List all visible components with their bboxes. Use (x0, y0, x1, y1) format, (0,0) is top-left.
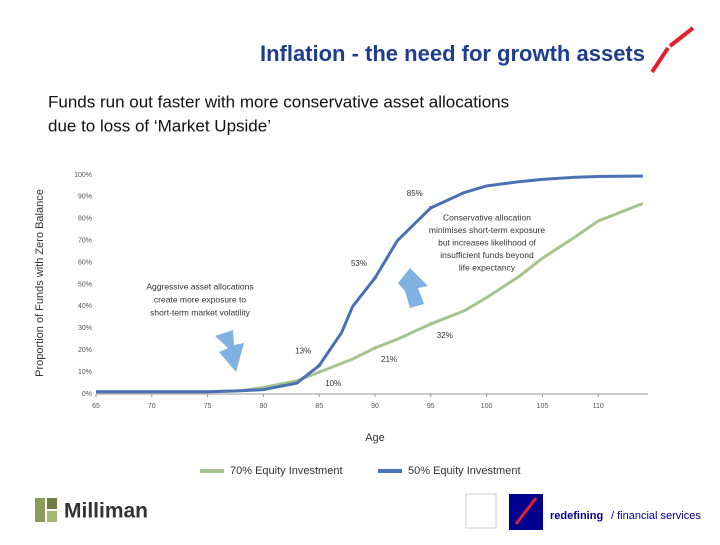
footer-text: redefining (550, 510, 603, 522)
y-tick-label: 80% (78, 216, 92, 223)
y-axis-label: Proportion of Funds with Zero Balance (34, 189, 46, 377)
annotation: Aggressive asset allocations (146, 281, 253, 291)
y-tick-label: 40% (78, 303, 92, 310)
annotation: minimises short-term exposure (429, 225, 545, 235)
data-label: 53% (351, 259, 367, 268)
data-label: 85% (407, 189, 423, 198)
subtitle: Funds run out faster with more conservat… (48, 92, 509, 111)
data-label: 10% (325, 379, 341, 388)
x-tick-label: 110 (593, 403, 604, 410)
y-tick-label: 100% (74, 172, 92, 179)
olympic-logo (465, 493, 497, 529)
x-tick-label: 85 (315, 403, 323, 410)
annotation: life expectancy (459, 262, 516, 272)
x-tick-label: 100 (481, 403, 493, 410)
arrow-down (215, 330, 244, 372)
data-label: 32% (437, 331, 453, 340)
data-point (317, 363, 322, 368)
milliman-logo: Milliman (64, 500, 148, 523)
y-tick-label: 70% (78, 238, 92, 245)
logo-block (47, 511, 57, 522)
annotation: Conservative allocation (443, 212, 531, 222)
data-point (429, 206, 433, 210)
y-tick-label: 20% (78, 347, 92, 354)
data-label: 21% (381, 355, 397, 364)
y-tick-label: 50% (78, 281, 92, 288)
x-tick-label: 80 (260, 403, 268, 410)
annotation: but increases likelihood of (438, 237, 536, 247)
y-tick-label: 10% (78, 369, 92, 376)
data-label: 13% (295, 347, 311, 356)
brand-slash (650, 26, 695, 74)
x-tick-label: 90 (371, 403, 379, 410)
subtitle: due to loss of ‘Market Upside’ (48, 116, 271, 135)
footer-text: / financial services (611, 510, 701, 522)
x-tick-label: 105 (537, 403, 549, 410)
x-tick-label: 65 (92, 403, 100, 410)
data-point (429, 322, 433, 326)
annotation: insufficient funds beyond (440, 250, 534, 260)
logo-block (47, 498, 57, 509)
x-axis-label: Age (365, 432, 385, 444)
slide-title: Inflation - the need for growth assets (260, 41, 645, 66)
legend-label: 50% Equity Investment (408, 465, 521, 477)
y-tick-label: 60% (78, 259, 92, 266)
x-tick-label: 70 (148, 403, 156, 410)
x-tick-label: 75 (204, 403, 212, 410)
legend-label: 70% Equity Investment (230, 465, 343, 477)
data-point (317, 370, 322, 374)
series-line (96, 174, 643, 394)
logo-block (35, 498, 45, 522)
data-point (373, 276, 377, 280)
y-tick-label: 30% (78, 325, 92, 332)
axa-slash (514, 497, 538, 525)
x-tick-label: 95 (427, 403, 435, 410)
annotation: short-term market volatility (150, 307, 250, 317)
data-point (373, 346, 377, 350)
y-tick-label: 0% (82, 391, 92, 398)
arrow-up (398, 268, 428, 308)
y-tick-label: 90% (78, 194, 92, 201)
annotation: create more exposure to (154, 294, 246, 304)
